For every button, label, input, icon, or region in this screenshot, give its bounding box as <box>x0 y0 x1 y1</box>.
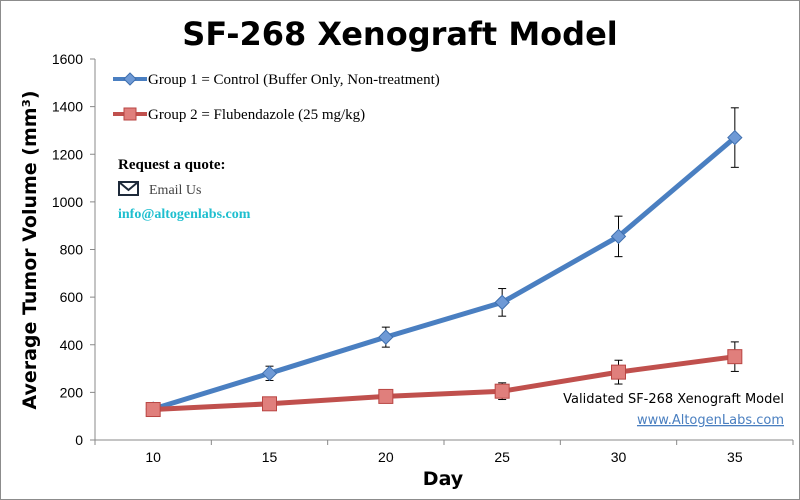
series-line <box>150 354 738 412</box>
email-us-link[interactable]: Email Us <box>149 183 202 198</box>
y-tick-label: 400 <box>60 337 84 353</box>
validated-caption: Validated SF-268 Xenograft Model <box>563 392 784 407</box>
data-point <box>727 129 743 146</box>
square-marker-icon <box>123 107 137 121</box>
series-layer <box>145 107 743 418</box>
chart-title: SF-268 Xenograft Model <box>182 15 617 53</box>
legend: Group 1 = Control (Buffer Only, Non-trea… <box>113 72 440 123</box>
y-tick-label: 1000 <box>52 194 83 210</box>
y-tick-label: 0 <box>75 432 83 448</box>
website-link[interactable]: www.AltogenLabs.com <box>637 413 784 428</box>
legend-item-group-1: Group 1 = Control (Buffer Only, Non-trea… <box>113 72 440 88</box>
data-point <box>494 294 510 311</box>
y-tick-label: 200 <box>60 384 84 400</box>
email-address-link[interactable]: info@altogenlabs.com <box>118 207 251 222</box>
legend-item-group-2: Group 2 = Flubendazole (25 mg/kg) <box>113 107 365 123</box>
data-point <box>261 365 278 382</box>
y-axis-title: Average Tumor Volume (mm³) <box>19 90 41 409</box>
diamond-marker-icon <box>123 72 137 86</box>
series-line <box>150 135 738 412</box>
envelope-icon[interactable] <box>118 181 139 196</box>
x-tick-label: 10 <box>145 449 161 465</box>
y-tick-label: 800 <box>60 242 84 258</box>
x-tick-label: 30 <box>611 449 627 465</box>
y-tick-label: 1400 <box>52 99 83 115</box>
x-tick-label: 20 <box>378 449 394 465</box>
y-tick-label: 600 <box>60 289 84 305</box>
x-axis-title: Day <box>423 468 464 490</box>
data-point <box>611 364 626 380</box>
x-tick-label: 15 <box>262 449 278 465</box>
x-axis: 10 15 20 25 30 35 <box>94 439 794 465</box>
data-point <box>145 402 161 418</box>
data-point <box>378 329 394 345</box>
quote-box: Request a quote: Email Us info@altogenla… <box>118 157 251 222</box>
data-point <box>494 383 510 399</box>
legend-label-group-2: Group 2 = Flubendazole (25 mg/kg) <box>148 107 365 123</box>
request-quote-label: Request a quote: <box>118 157 226 173</box>
x-tick-label: 35 <box>727 449 743 465</box>
data-point <box>378 388 394 404</box>
y-tick-label: 1200 <box>52 146 83 162</box>
x-tick-label: 25 <box>494 449 510 465</box>
y-tick-label: 1600 <box>52 51 83 67</box>
y-axis: 0 200 400 600 800 1000 1200 1400 1600 <box>52 51 96 448</box>
data-point <box>727 349 743 365</box>
legend-label-group-1: Group 1 = Control (Buffer Only, Non-trea… <box>148 72 440 88</box>
data-point <box>610 228 627 245</box>
data-point <box>262 396 277 412</box>
series-group-2 <box>145 341 743 418</box>
